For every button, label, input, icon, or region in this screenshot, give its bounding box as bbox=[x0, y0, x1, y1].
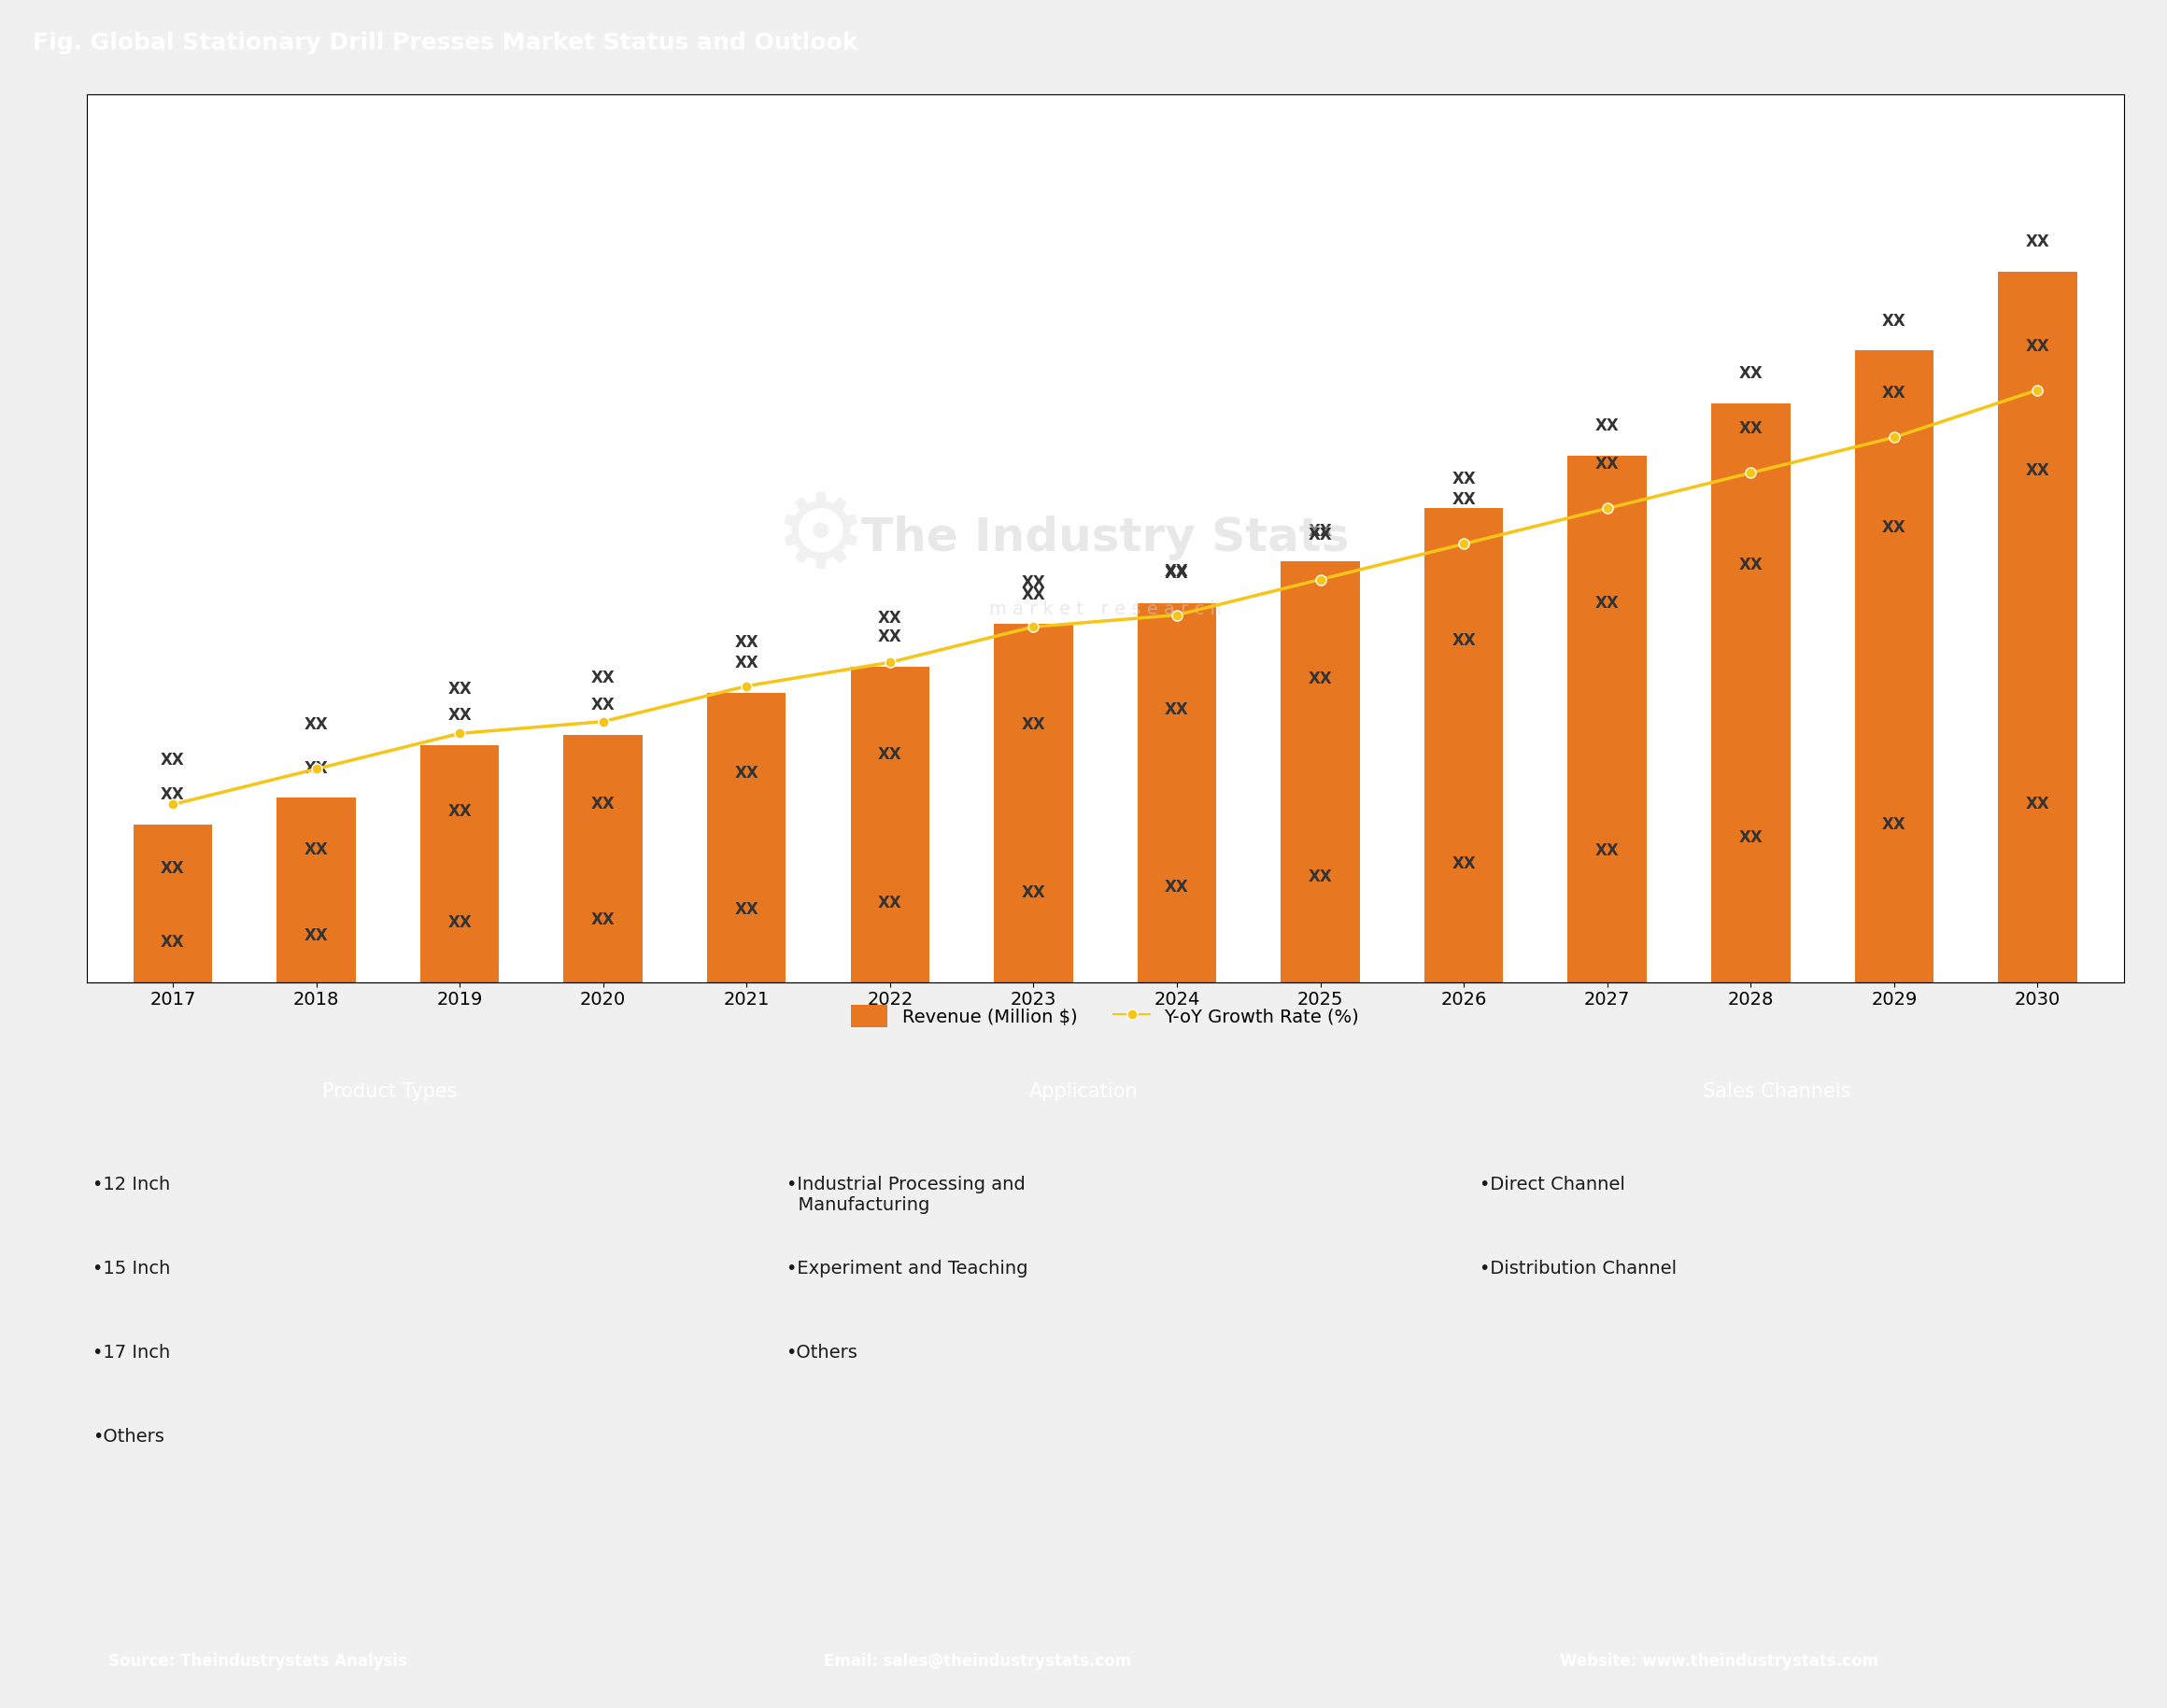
Text: XX: XX bbox=[1166, 880, 1190, 895]
Text: XX: XX bbox=[449, 681, 472, 699]
Text: •17 Inch: •17 Inch bbox=[93, 1344, 171, 1361]
Text: ⚙: ⚙ bbox=[774, 488, 867, 588]
Text: •15 Inch: •15 Inch bbox=[93, 1261, 171, 1278]
Text: •Direct Channel: •Direct Channel bbox=[1480, 1175, 1625, 1194]
Text: XX: XX bbox=[449, 803, 472, 820]
Text: XX: XX bbox=[1166, 700, 1190, 717]
Text: Source: Theindustrystats Analysis: Source: Theindustrystats Analysis bbox=[108, 1653, 407, 1669]
Text: XX: XX bbox=[1738, 420, 1762, 437]
Text: XX: XX bbox=[1738, 366, 1762, 383]
Text: XX: XX bbox=[160, 752, 184, 769]
Text: XX: XX bbox=[735, 902, 758, 919]
Text: XX: XX bbox=[1595, 594, 1619, 611]
Bar bbox=[277, 798, 355, 982]
Text: Sales Channels: Sales Channels bbox=[1703, 1083, 1851, 1102]
Text: •Others: •Others bbox=[787, 1344, 858, 1361]
Text: XX: XX bbox=[1452, 470, 1476, 487]
Text: The Industry Stats: The Industry Stats bbox=[860, 516, 1350, 560]
Text: •Others: •Others bbox=[93, 1428, 165, 1445]
Text: XX: XX bbox=[2026, 338, 2050, 355]
Text: XX: XX bbox=[1309, 868, 1333, 885]
Text: XX: XX bbox=[1021, 885, 1044, 902]
Text: •12 Inch: •12 Inch bbox=[93, 1175, 171, 1194]
Text: XX: XX bbox=[1309, 528, 1333, 543]
Text: Product Types: Product Types bbox=[323, 1083, 457, 1102]
Bar bbox=[563, 734, 644, 982]
Text: XX: XX bbox=[735, 765, 758, 782]
Bar bbox=[706, 693, 787, 982]
Text: XX: XX bbox=[160, 934, 184, 951]
Text: Fig. Global Stationary Drill Presses Market Status and Outlook: Fig. Global Stationary Drill Presses Mar… bbox=[33, 31, 858, 55]
Bar bbox=[1281, 560, 1359, 982]
Text: XX: XX bbox=[878, 610, 901, 627]
Bar bbox=[1855, 350, 1933, 982]
Text: XX: XX bbox=[878, 746, 901, 763]
Text: XX: XX bbox=[1309, 671, 1333, 687]
Text: •Industrial Processing and
  Manufacturing: •Industrial Processing and Manufacturing bbox=[787, 1175, 1025, 1214]
Bar bbox=[849, 666, 930, 982]
Text: XX: XX bbox=[1883, 384, 1907, 401]
Text: XX: XX bbox=[303, 760, 327, 777]
Text: XX: XX bbox=[1309, 523, 1333, 540]
Text: •Experiment and Teaching: •Experiment and Teaching bbox=[787, 1261, 1027, 1278]
Text: XX: XX bbox=[1452, 856, 1476, 873]
Text: XX: XX bbox=[1166, 562, 1190, 579]
Text: XX: XX bbox=[1883, 313, 1907, 330]
Text: Application: Application bbox=[1029, 1083, 1138, 1102]
Bar bbox=[1998, 272, 2076, 982]
Bar bbox=[1138, 603, 1216, 982]
Text: Email: sales@theindustrystats.com: Email: sales@theindustrystats.com bbox=[823, 1653, 1131, 1669]
Text: XX: XX bbox=[160, 861, 184, 876]
Text: XX: XX bbox=[878, 895, 901, 912]
Text: Website: www.theindustrystats.com: Website: www.theindustrystats.com bbox=[1560, 1653, 1879, 1669]
Text: XX: XX bbox=[878, 629, 901, 646]
Text: XX: XX bbox=[735, 634, 758, 651]
Bar bbox=[1424, 509, 1504, 982]
Bar bbox=[420, 745, 498, 982]
Text: XX: XX bbox=[303, 840, 327, 857]
Text: XX: XX bbox=[1595, 418, 1619, 434]
Text: •Distribution Channel: •Distribution Channel bbox=[1480, 1261, 1677, 1278]
Text: XX: XX bbox=[303, 927, 327, 945]
Text: XX: XX bbox=[592, 670, 615, 687]
Text: m a r k e t   r e s e a r c h: m a r k e t r e s e a r c h bbox=[988, 600, 1222, 618]
Text: XX: XX bbox=[1883, 519, 1907, 536]
Text: XX: XX bbox=[1738, 557, 1762, 574]
Text: XX: XX bbox=[2026, 234, 2050, 251]
Bar bbox=[1712, 403, 1790, 982]
Bar bbox=[995, 623, 1073, 982]
Text: XX: XX bbox=[592, 796, 615, 813]
Text: XX: XX bbox=[1595, 842, 1619, 859]
Text: XX: XX bbox=[303, 717, 327, 733]
Text: XX: XX bbox=[449, 914, 472, 931]
Text: XX: XX bbox=[1883, 816, 1907, 832]
Text: XX: XX bbox=[1452, 632, 1476, 649]
Bar bbox=[134, 825, 212, 982]
Text: XX: XX bbox=[735, 654, 758, 671]
Bar bbox=[1567, 456, 1647, 982]
Text: XX: XX bbox=[1021, 586, 1044, 603]
Text: XX: XX bbox=[2026, 796, 2050, 813]
Text: XX: XX bbox=[1166, 565, 1190, 582]
Text: XX: XX bbox=[449, 707, 472, 724]
Text: XX: XX bbox=[1595, 456, 1619, 473]
Text: XX: XX bbox=[1021, 716, 1044, 733]
Text: XX: XX bbox=[592, 912, 615, 929]
Text: XX: XX bbox=[1738, 828, 1762, 845]
Text: XX: XX bbox=[1452, 492, 1476, 509]
Text: XX: XX bbox=[2026, 463, 2050, 478]
Legend: Revenue (Million $), Y-oY Growth Rate (%): Revenue (Million $), Y-oY Growth Rate (%… bbox=[843, 997, 1367, 1035]
Text: XX: XX bbox=[160, 786, 184, 803]
Text: XX: XX bbox=[592, 697, 615, 714]
Text: XX: XX bbox=[1021, 574, 1044, 591]
